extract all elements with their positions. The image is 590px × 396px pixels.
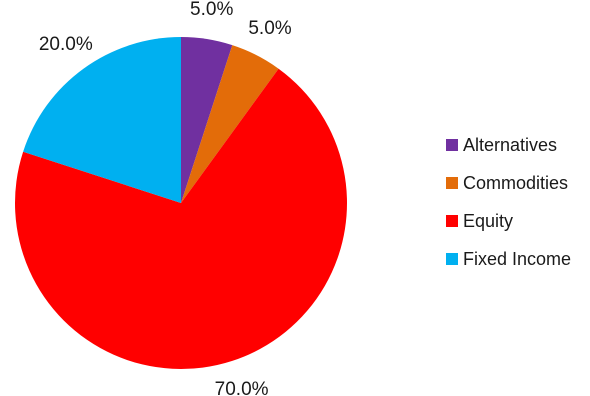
pie-value-label-equity: 70.0% [215, 379, 269, 396]
pie-value-label-alternatives: 5.0% [190, 0, 233, 20]
pie-slice-fixed-income [23, 37, 181, 203]
pie-slice-equity [14, 68, 347, 369]
legend-swatch-alternatives [446, 139, 458, 151]
legend-item-commodities: Commodities [446, 168, 571, 198]
legend-item-fixed-income: Fixed Income [446, 244, 571, 274]
pie-slices [14, 37, 347, 369]
legend-item-alternatives: Alternatives [446, 130, 571, 160]
legend-swatch-commodities [446, 177, 458, 189]
legend-label-fixed-income: Fixed Income [463, 248, 572, 269]
pie-slice-alternatives [181, 37, 233, 203]
pie-value-label-commodities: 5.0% [248, 18, 291, 39]
legend-item-equity: Equity [446, 206, 571, 236]
legend-label-commodities: Commodities [463, 172, 569, 193]
pie-value-labels: 5.0% 5.0% 70.0% 20.0% [39, 0, 292, 396]
legend-swatch-fixed-income [446, 253, 458, 265]
pie-value-label-fixed-income: 20.0% [39, 34, 93, 55]
chart-legend: Alternatives Commodities Equity Fixed In… [446, 130, 571, 282]
legend-label-equity: Equity [463, 210, 514, 231]
pie-slice-commodities [181, 45, 279, 203]
legend-label-alternatives: Alternatives [463, 134, 558, 155]
legend-swatch-equity [446, 215, 458, 227]
